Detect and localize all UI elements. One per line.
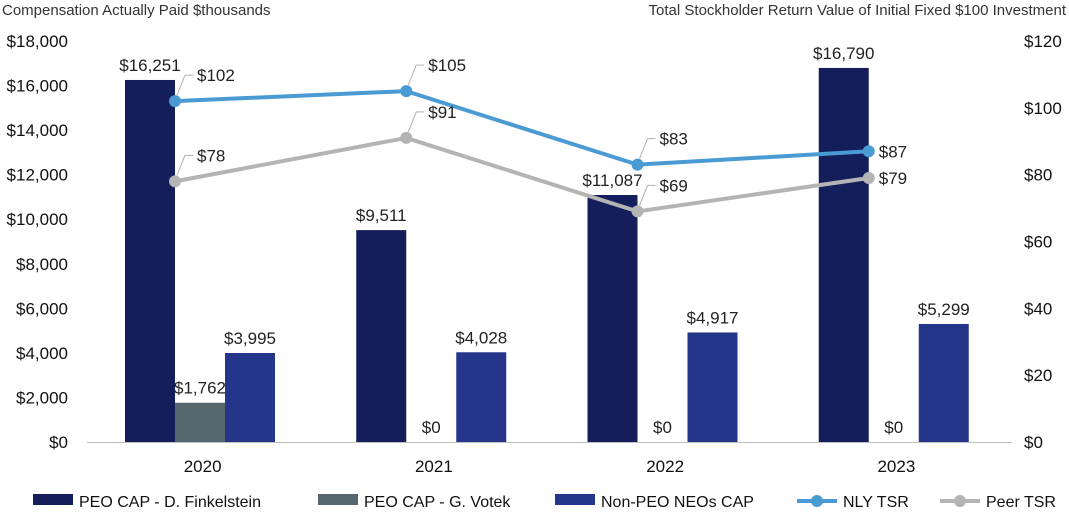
data-label-leader-line (639, 138, 648, 159)
right-y-tick-label: $120 (1024, 32, 1062, 51)
legend-marker (954, 495, 966, 507)
series-point (631, 158, 644, 171)
left-y-tick-label: $2,000 (16, 388, 68, 407)
left-y-tick-label: $6,000 (16, 299, 68, 318)
series-point (631, 205, 644, 218)
bar (687, 332, 738, 442)
series-line (174, 135, 870, 214)
line-value-label: $78 (197, 146, 225, 165)
line-value-label: $83 (660, 130, 688, 149)
x-tick-label: 2021 (415, 457, 453, 476)
series-point (862, 172, 875, 185)
left-y-tick-label: $18,000 (7, 32, 68, 51)
bar-layer (125, 67, 969, 442)
bar (918, 323, 969, 442)
legend-label: PEO CAP - D. Finkelstein (79, 494, 261, 511)
axes-layer: 2020 2021 2022 2023 $0 $2,000 $4,000 $6,000 $8,0… (7, 32, 1062, 476)
left-y-tick-label: $16,000 (7, 77, 68, 96)
bar-value-label: $16,790 (813, 44, 874, 63)
legend-label: Non-PEO NEOs CAP (601, 494, 754, 511)
legend-label: PEO CAP - G. Votek (364, 494, 511, 511)
legend-swatch (555, 494, 595, 505)
bar-value-label: $1,762 (174, 379, 226, 398)
legend-label: NLY TSR (843, 494, 909, 511)
left-y-tick-label: $8,000 (16, 255, 68, 274)
bar-value-label: $0 (653, 418, 672, 437)
bar (125, 79, 175, 442)
x-tick-label: 2022 (646, 457, 684, 476)
bar-value-label: $5,299 (918, 300, 970, 319)
right-axis-title: Total Stockholder Return Value of Initia… (649, 2, 1067, 19)
legend: PEO CAP - D. Finkelstein PEO CAP - G. Vot… (33, 494, 1056, 511)
bar (818, 67, 869, 442)
right-y-tick-label: $80 (1024, 166, 1052, 185)
legend-label: Peer TSR (986, 494, 1056, 511)
data-label-leader-line (639, 185, 648, 206)
legend-swatch (318, 494, 358, 505)
left-y-tick-label: $12,000 (7, 166, 68, 185)
left-y-tick-label: $0 (49, 433, 68, 452)
data-label-leader-line (176, 155, 186, 176)
line-value-label: $102 (197, 66, 235, 85)
line-value-label: $91 (428, 103, 456, 122)
data-label-leader-line (407, 111, 417, 133)
series-line (174, 89, 869, 167)
right-y-tick-label: $60 (1024, 233, 1052, 252)
bar-value-label: $4,028 (455, 328, 507, 347)
series-point (400, 85, 413, 98)
bar (587, 195, 638, 442)
x-tick-label: 2020 (184, 457, 222, 476)
bar-value-label: $4,917 (687, 308, 739, 327)
left-y-tick-label: $14,000 (7, 121, 68, 140)
bar (356, 230, 407, 442)
series-point (169, 175, 181, 188)
bar-value-label: $0 (422, 418, 441, 437)
right-y-tick-label: $20 (1024, 366, 1052, 385)
bar-value-label: $3,995 (224, 329, 276, 348)
line-value-label: $105 (428, 56, 466, 75)
line-value-label: $87 (879, 142, 907, 161)
left-y-tick-label: $10,000 (7, 210, 68, 229)
left-y-tick-label: $4,000 (16, 344, 68, 363)
right-y-tick-label: $40 (1024, 299, 1052, 318)
line-value-label: $69 (660, 176, 688, 195)
x-tick-label: 2023 (877, 457, 915, 476)
data-label-leader-line (407, 64, 417, 86)
bar (456, 352, 507, 442)
bar-value-label: $0 (884, 418, 903, 437)
bar-value-label: $16,251 (119, 56, 180, 75)
series-point (169, 95, 181, 108)
line-layer (169, 85, 875, 218)
legend-marker (811, 495, 823, 507)
data-label-layer: $16,251 $9,511 $11,087 $16,790 $1,762 $0 $0 $0 $… (119, 44, 969, 437)
bar (175, 402, 225, 442)
line-value-label: $79 (879, 169, 907, 188)
bar-value-label: $9,511 (356, 206, 407, 225)
bar (225, 353, 275, 442)
series-point (862, 145, 875, 158)
right-y-tick-label: $100 (1024, 99, 1062, 118)
bar-value-label: $11,087 (582, 171, 642, 190)
left-axis-title: Compensation Actually Paid $thousands (2, 2, 271, 19)
right-y-tick-label: $0 (1024, 433, 1043, 452)
data-label-leader-line (176, 74, 186, 96)
legend-swatch (33, 494, 73, 505)
series-point (400, 131, 413, 144)
